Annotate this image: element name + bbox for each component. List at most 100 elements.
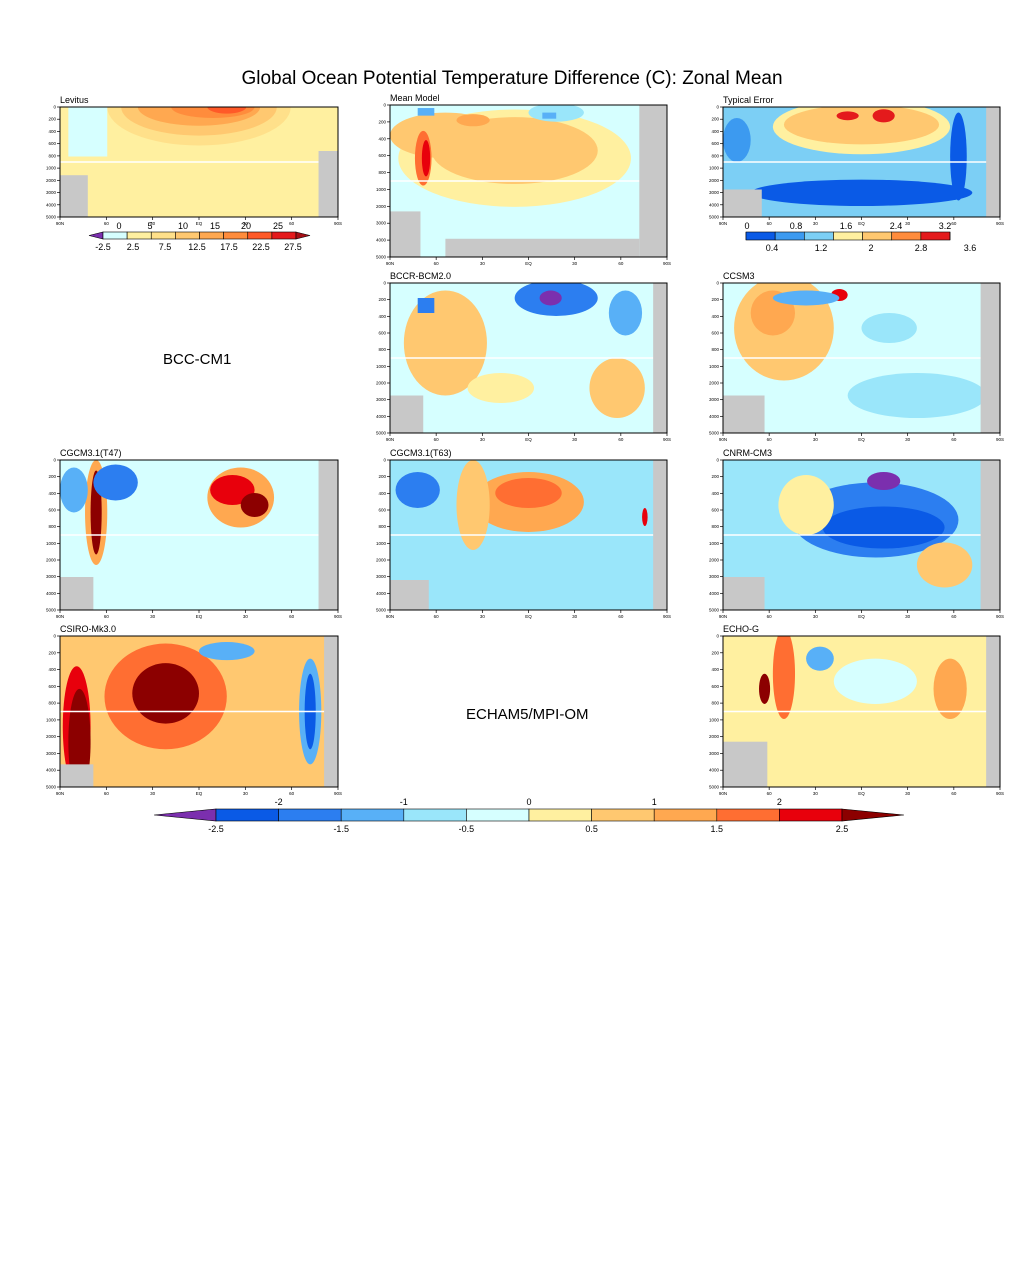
y-tick-label: 1000 [376,364,387,369]
y-tick-label: 400 [378,136,386,141]
y-tick-label: 800 [711,701,719,706]
y-tick-label: 1000 [709,364,720,369]
field-contour-2 [867,472,901,490]
colorbar-swatch [891,231,922,241]
colorbar-bottom-label: -2.5 [95,242,111,252]
land-mask-0 [723,189,762,217]
land-mask-1 [318,151,338,217]
y-tick-label: 600 [711,331,719,336]
colorbar-top-label: -2 [275,797,283,807]
panel-title-mean: Mean Model [390,93,440,103]
land-mask-0 [60,175,88,217]
land-mask-0 [60,764,94,787]
field-contour-4 [589,358,645,418]
y-tick-label: 5000 [709,785,720,790]
field-contour-2 [456,460,490,550]
x-tick-label: 30 [813,791,819,796]
y-tick-label: 2000 [46,734,57,739]
y-tick-label: 200 [711,117,719,122]
colorbar-top-label: 0 [526,797,531,807]
y-tick-label: 200 [48,117,56,122]
x-tick-label: 30 [243,221,249,226]
y-tick-label: 4000 [709,591,720,596]
x-tick-label: 60 [767,791,773,796]
field-contour-4 [421,139,431,177]
land-mask-0 [723,395,765,433]
bcc-cm1-label: BCC-CM1 [163,351,232,368]
colorbar-bottom-label: 2.5 [836,824,849,834]
field-contour-2 [836,111,859,121]
field-contour-1 [495,478,562,508]
x-tick-label: 60 [289,614,295,619]
y-tick-label: 5000 [709,431,720,436]
field-contour-5 [950,112,967,201]
y-tick-label: 5000 [376,255,387,260]
x-tick-label: 30 [572,261,578,266]
y-tick-label: 3000 [376,574,387,579]
x-tick-label: 90S [996,221,1004,226]
panel-title-csiro: CSIRO-Mk3.0 [60,624,117,634]
y-tick-label: 600 [48,141,56,146]
x-tick-label: 60 [767,437,773,442]
x-tick-label: 90N [719,791,727,796]
field-patch-1 [542,112,557,119]
colorbar-low-arrow [153,808,217,822]
panel-title-ccsm: CCSM3 [723,271,755,281]
y-tick-label: 2000 [46,178,57,183]
y-tick-label: 0 [53,458,56,463]
colorbar-typical_error: 0.4 1.2 2 2.8 3.6 0 0.8 1.6 2.4 3.2 [744,221,976,253]
field-contour-5 [60,467,88,513]
y-tick-label: 4000 [46,202,57,207]
colorbar-main: -2.5 -1.5 -0.5 0.5 1.5 2.5 -2 -1 0 1 2 [153,797,905,834]
colorbar-bottom-label: 12.5 [188,242,206,252]
y-tick-label: 200 [711,650,719,655]
colorbar-swatch [653,808,718,822]
x-tick-label: 30 [150,614,156,619]
panel-title-t63: CGCM3.1(T63) [390,448,452,458]
colorbar-swatch [278,808,342,822]
panel-title-cnrm: CNRM-CM3 [723,448,772,458]
colorbar-swatch [175,231,200,240]
colorbar-swatch [126,231,152,240]
y-tick-label: 200 [48,474,56,479]
land-mask-1 [653,283,667,433]
x-tick-label: EQ [196,221,203,226]
x-tick-label: 30 [150,221,156,226]
y-tick-label: 3000 [376,221,387,226]
y-tick-label: 1000 [376,541,387,546]
y-tick-label: 3000 [46,751,57,756]
land-mask-0 [723,741,768,787]
y-tick-label: 600 [378,331,386,336]
x-tick-label: 60 [289,221,295,226]
y-tick-label: 4000 [709,768,720,773]
colorbar-swatch [403,808,467,822]
field-contour-2 [403,290,487,396]
y-tick-label: 0 [716,634,719,639]
field-contour-1 [539,290,562,306]
land-mask-0 [390,580,429,610]
y-tick-label: 800 [48,701,56,706]
colorbar-swatch [862,231,893,241]
x-tick-label: 60 [618,437,624,442]
x-tick-label: 60 [289,791,295,796]
y-tick-label: 3000 [376,397,387,402]
colorbar-swatch [591,808,655,822]
x-tick-label: 30 [905,791,911,796]
colorbar-swatch [466,808,530,822]
y-tick-label: 0 [383,103,386,108]
colorbar-high-arrow [841,808,905,822]
x-tick-label: 90S [334,791,342,796]
field-contour-0 [772,636,796,720]
colorbar-swatch [716,808,780,822]
colorbar-top-label: 0.8 [790,221,803,231]
x-tick-label: 90S [996,791,1004,796]
chart-main-title: Global Ocean Potential Temperature Diffe… [241,68,783,89]
y-tick-label: 400 [378,314,386,319]
y-tick-label: 1000 [376,187,387,192]
x-tick-label: 60 [434,261,440,266]
x-tick-label: EQ [858,437,865,442]
x-tick-label: EQ [196,614,203,619]
x-tick-label: 60 [104,614,110,619]
colorbar-swatch [150,231,176,240]
